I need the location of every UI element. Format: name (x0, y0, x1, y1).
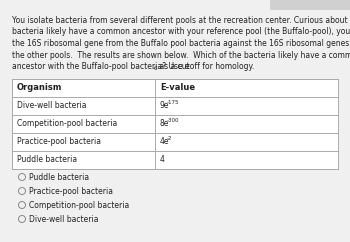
Text: -175: -175 (167, 99, 180, 105)
Text: You isolate bacteria from several different pools at the recreation center. Curi: You isolate bacteria from several differ… (12, 16, 350, 25)
Text: Dive-well bacteria: Dive-well bacteria (17, 101, 86, 111)
Text: 9e: 9e (160, 101, 169, 111)
Text: Organism: Organism (17, 83, 62, 92)
Text: Practice-pool bacteria: Practice-pool bacteria (17, 137, 101, 146)
Text: 4e: 4e (160, 137, 169, 146)
Text: 4: 4 (160, 156, 165, 165)
Text: Practice-pool bacteria: Practice-pool bacteria (29, 187, 113, 196)
Text: -300: -300 (167, 118, 180, 122)
Text: -6: -6 (152, 66, 158, 70)
Text: the 16S ribosomal gene from the Buffalo pool bacteria against the 16S ribosomal : the 16S ribosomal gene from the Buffalo … (12, 39, 350, 48)
Text: Puddle bacteria: Puddle bacteria (17, 156, 77, 165)
Text: -2: -2 (167, 136, 173, 141)
Text: Puddle bacteria: Puddle bacteria (29, 173, 89, 182)
Text: as a cutoff for homology.: as a cutoff for homology. (157, 62, 254, 71)
Bar (270, 0, 350, 10)
Text: bacteria likely have a common ancestor with your reference pool (the Buffalo-poo: bacteria likely have a common ancestor w… (12, 28, 350, 37)
Bar (12, 79, 338, 169)
Text: Dive-well bacteria: Dive-well bacteria (29, 214, 98, 224)
Text: the other pools.  The results are shown below.  Which of the bacteria likely hav: the other pools. The results are shown b… (12, 51, 350, 60)
Text: Competition-pool bacteria: Competition-pool bacteria (29, 201, 129, 210)
Text: Competition-pool bacteria: Competition-pool bacteria (17, 120, 117, 129)
Text: 8e: 8e (160, 120, 169, 129)
Text: E-value: E-value (160, 83, 195, 92)
Text: ancestor with the Buffalo-pool bacteria? Use e: ancestor with the Buffalo-pool bacteria?… (12, 62, 190, 71)
